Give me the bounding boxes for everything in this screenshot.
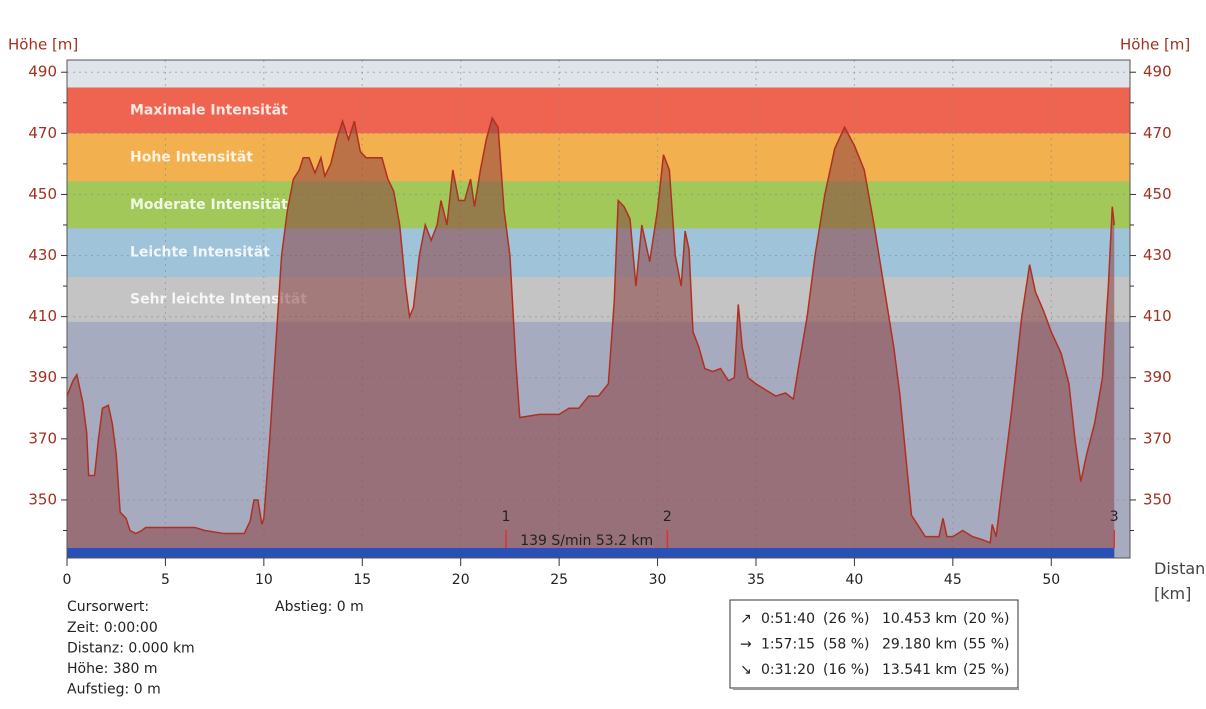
- summary-dist: 13.541 km: [882, 662, 957, 678]
- lap-label: 3: [1110, 509, 1119, 525]
- cursor-line: Aufstieg: 0 m: [67, 682, 161, 698]
- y-tick-label: 470: [1143, 124, 1172, 142]
- y-tick-label: 390: [1143, 368, 1172, 386]
- x-tick-label: 0: [63, 572, 72, 588]
- x-tick-label: 20: [452, 572, 470, 588]
- summary-icon: →: [740, 637, 752, 653]
- summary-dist-pct: (55 %): [963, 637, 1010, 653]
- zone-label: Moderate Intensität: [130, 197, 288, 213]
- x-tick-label: 25: [550, 572, 568, 588]
- x-tick-label: 45: [944, 572, 962, 588]
- y-tick-label: 390: [28, 368, 57, 386]
- zone-band: [67, 276, 1130, 322]
- zone-label: Sehr leichte Intensität: [130, 291, 307, 307]
- y-tick-label: 370: [28, 429, 57, 447]
- x-label: Distanz [km]: [1154, 559, 1206, 603]
- plot-top: [67, 60, 1130, 88]
- zone-band: [67, 87, 1130, 134]
- elevation-area: [67, 118, 1115, 559]
- x-tick-label: 5: [161, 572, 170, 588]
- x-tick-label: 30: [649, 572, 667, 588]
- cursor-line: Höhe: 380 m: [67, 661, 158, 677]
- y-tick-label: 430: [1143, 246, 1172, 264]
- summary-box: [729, 599, 1019, 689]
- y-tick-label: 470: [28, 124, 57, 142]
- track-bar: [67, 548, 1115, 558]
- summary-time: 1:57:15: [761, 637, 815, 653]
- cursor-line: Zeit: 0:00:00: [67, 620, 158, 636]
- zone-label: Leichte Intensität: [130, 245, 270, 261]
- summary-time-pct: (16 %): [823, 662, 870, 678]
- y-tick-label: 450: [1143, 185, 1172, 203]
- x-tick-label: 15: [353, 572, 371, 588]
- zone-label: Maximale Intensität: [130, 102, 288, 118]
- x-tick-label: 10: [255, 572, 273, 588]
- zone-label: Hohe Intensität: [130, 149, 253, 165]
- summary-time-pct: (26 %): [823, 611, 870, 627]
- cursor-title: Cursorwert:: [67, 599, 149, 615]
- y-tick-label: 490: [1143, 63, 1172, 81]
- lap-label: 2: [663, 509, 672, 525]
- x-tick-label: 50: [1042, 572, 1060, 588]
- summary-icon: ↗: [740, 611, 752, 627]
- y-tick-label: 410: [1143, 307, 1172, 325]
- y-tick-label: 350: [28, 490, 57, 508]
- summary-time-pct: (58 %): [823, 637, 870, 653]
- x-tick-label: 40: [845, 572, 863, 588]
- y-tick-label: 370: [1143, 429, 1172, 447]
- summary-dist: 29.180 km: [882, 637, 957, 653]
- summary-dist: 10.453 km: [882, 611, 957, 627]
- y-tick-label: 430: [28, 246, 57, 264]
- summary-time: 0:51:40: [761, 611, 815, 627]
- cursor-descent: Abstieg: 0 m: [275, 599, 364, 615]
- summary-icon: ↘: [740, 662, 752, 678]
- lap-note: 139 S/min 53.2 km: [520, 533, 653, 549]
- cursor-line: Distanz: 0.000 km: [67, 641, 195, 657]
- y-label-right: Höhe [m]: [1120, 36, 1190, 54]
- y-label-left: Höhe [m]: [8, 36, 78, 54]
- y-tick-label: 490: [28, 63, 57, 81]
- y-tick-label: 450: [28, 185, 57, 203]
- plot: Maximale Intensität Hohe Intensität Modera…: [66, 59, 1131, 559]
- summary-dist-pct: (25 %): [963, 662, 1010, 678]
- y-tick-label: 410: [28, 307, 57, 325]
- y-tick-label: 350: [1143, 490, 1172, 508]
- summary-time: 0:31:20: [761, 662, 815, 678]
- plot-frame: [66, 59, 1131, 559]
- summary-dist-pct: (20 %): [963, 611, 1010, 627]
- elevation-line: [66, 116, 1115, 544]
- lap-label: 1: [502, 509, 511, 525]
- x-tick-label: 35: [747, 572, 765, 588]
